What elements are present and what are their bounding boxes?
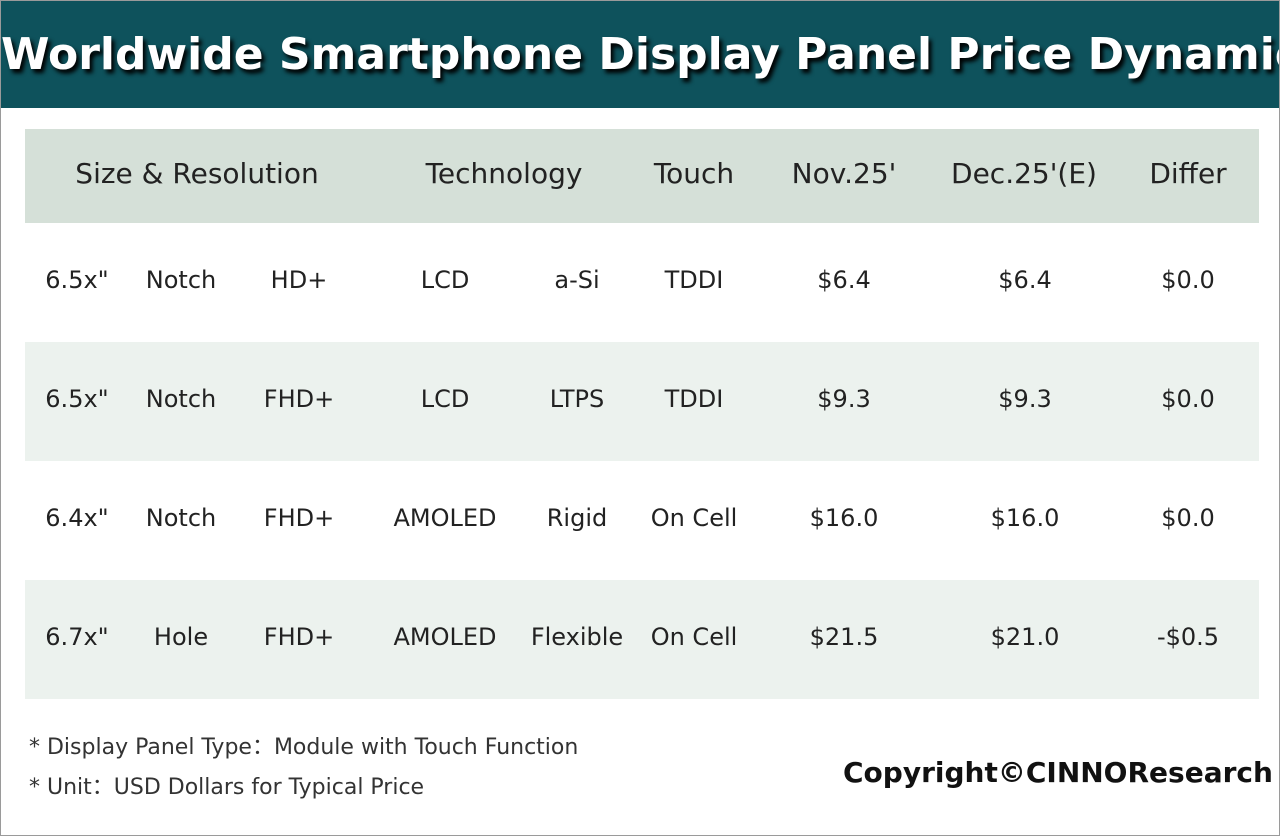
table-cell: a-Si [554,266,600,294]
note: * Unit：USD Dollars for Typical Price [29,775,425,800]
note: * Display Panel Type：Module with Touch F… [29,735,579,760]
table-cell: TDDI [664,385,724,413]
table-cell: FHD+ [263,385,335,413]
table-cell: TDDI [664,266,724,294]
table-cell: FHD+ [263,623,335,651]
table-cell: $9.3 [817,385,871,413]
table-cell: Notch [145,385,217,413]
table-cell: Notch [145,504,217,532]
header-cell: Technology [425,157,583,190]
table-cell: Flexible [530,623,624,651]
table-cell: On Cell [650,623,738,651]
table-cell: 6.5x" [45,385,109,413]
header-cell: Size & Resolution [75,157,319,190]
header-row: Size & Resolution Technology Touch Nov.25' D… [25,129,1259,223]
table-row: 6.7x" Hole FHD+ AMOLED Flexible On Cell $21.5 $… [25,580,1259,699]
table-cell: AMOLED [393,623,497,651]
title-bar [1,1,1279,108]
table-cell: LTPS [549,385,605,413]
header-cell: Dec.25'(E) [951,157,1097,190]
table-cell: $0.0 [1161,504,1215,532]
title: Worldwide Smartphone Display Panel Price… [1,29,1280,80]
table-row: 6.4x" Notch FHD+ AMOLED Rigid On Cell $16.0 $16… [25,461,1259,580]
table-cell: $0.0 [1161,385,1215,413]
table-row: 6.5x" Notch FHD+ LCD LTPS TDDI $9.3 $9.3 $0.0 [25,342,1259,461]
table-cell: $0.0 [1161,266,1215,294]
table-cell: LCD [420,266,470,294]
copyright: Copyright©CINNOResearch [843,756,1273,789]
table-cell: Rigid [546,504,608,532]
table-cell: 6.7x" [45,623,109,651]
table-cell: -$0.5 [1156,623,1220,651]
table-cell: $6.4 [998,266,1052,294]
header-cell: Differ [1149,157,1227,190]
table-cell: HD+ [270,266,328,294]
table-cell: $9.3 [998,385,1052,413]
table-cell: LCD [420,385,470,413]
table-cell: $21.0 [990,623,1060,651]
header-cell: Touch [653,157,735,190]
table-cell: $6.4 [817,266,871,294]
table-cell: $16.0 [809,504,879,532]
table-cell: 6.4x" [45,504,109,532]
table-row: 6.5x" Notch HD+ LCD a-Si TDDI $6.4 $6.4 $0.0 [25,223,1259,342]
table-cell: $21.5 [809,623,879,651]
table-cell: FHD+ [263,504,335,532]
table-cell: 6.5x" [45,266,109,294]
table-cell: $16.0 [990,504,1060,532]
header-cell: Nov.25' [791,157,897,190]
table-cell: On Cell [650,504,738,532]
table-cell: Hole [153,623,209,651]
table-cell: AMOLED [393,504,497,532]
table-cell: Notch [145,266,217,294]
